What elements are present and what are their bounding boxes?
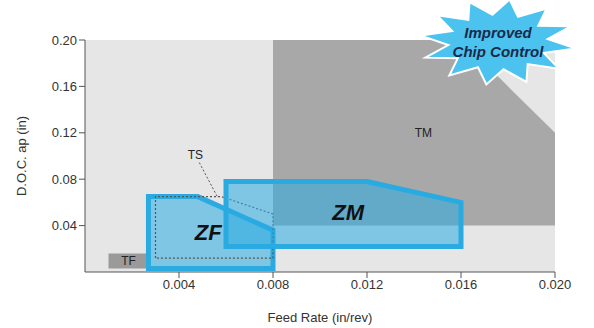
svg-text:D.O.C. ap (in): D.O.C. ap (in) [14,116,29,196]
svg-text:0.16: 0.16 [52,79,77,94]
svg-text:0.012: 0.012 [351,277,384,292]
svg-text:ZF: ZF [194,220,222,245]
svg-text:ZM: ZM [331,200,364,225]
svg-text:0.008: 0.008 [257,277,290,292]
svg-text:0.12: 0.12 [52,125,77,140]
svg-text:Improved: Improved [464,24,532,41]
svg-text:TM: TM [415,126,432,140]
svg-text:0.020: 0.020 [539,277,572,292]
svg-text:0.004: 0.004 [163,277,196,292]
svg-text:TF: TF [121,254,136,268]
svg-text:0.08: 0.08 [52,172,77,187]
svg-text:Chip Control: Chip Control [453,43,545,60]
svg-text:0.20: 0.20 [52,33,77,48]
svg-text:Feed Rate (in/rev): Feed Rate (in/rev) [268,310,373,325]
svg-text:0.016: 0.016 [445,277,478,292]
svg-text:0.04: 0.04 [52,218,77,233]
svg-text:TS: TS [188,148,203,162]
